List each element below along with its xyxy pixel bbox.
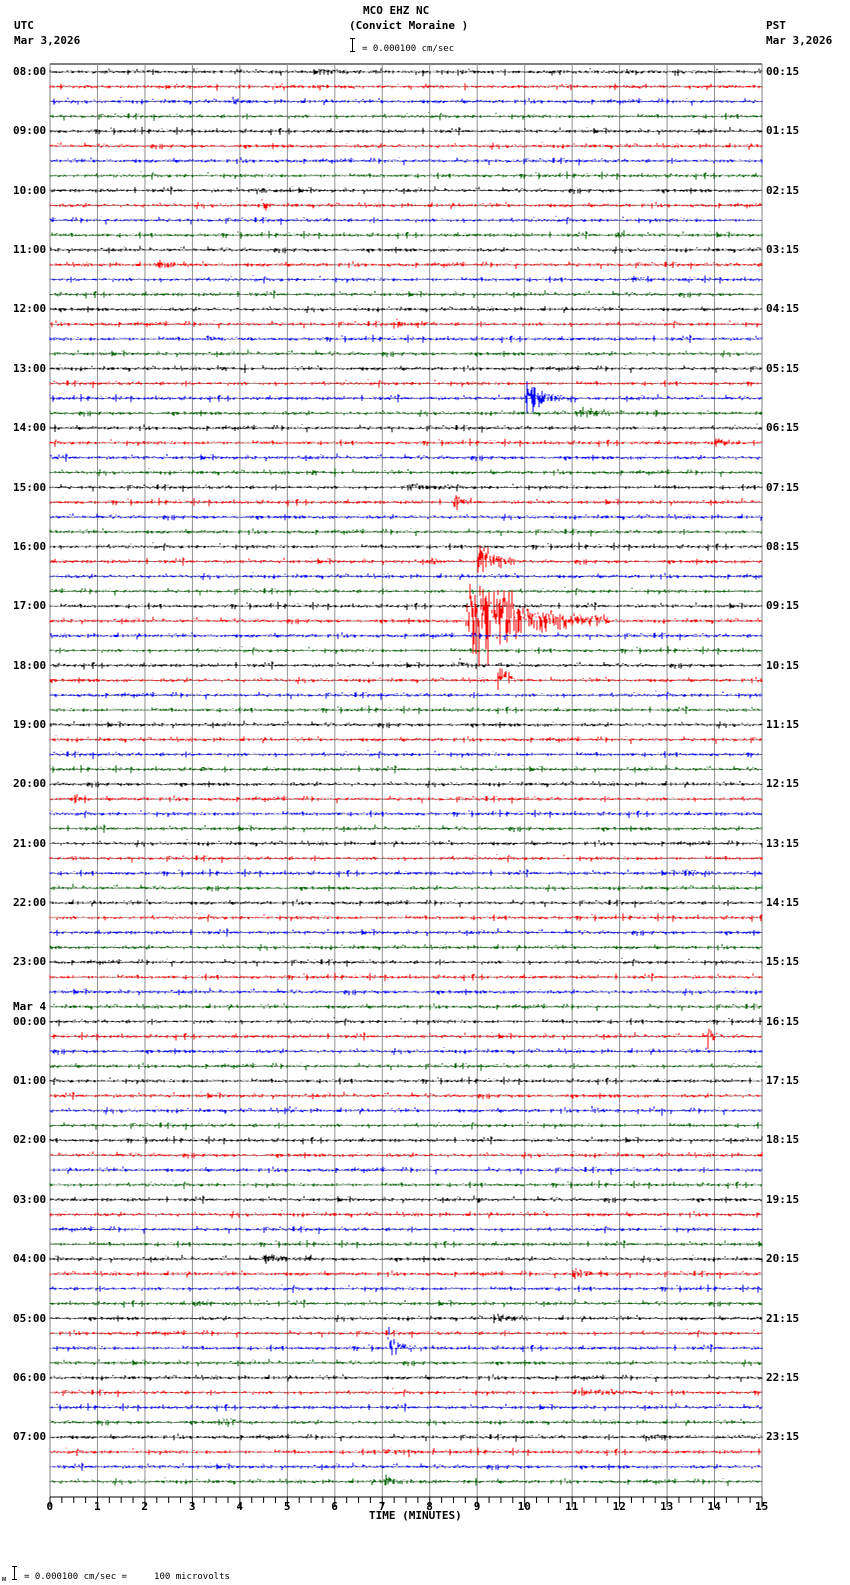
x-tick-label: 4	[236, 1500, 243, 1513]
left-time-label: 21:00	[13, 836, 47, 850]
left-time-label: 10:00	[13, 183, 47, 197]
left-date-label: Mar 4	[13, 999, 47, 1013]
x-axis-title: TIME (MINUTES)	[369, 1509, 462, 1522]
x-tick-label: 12	[612, 1500, 626, 1513]
right-time-label: 13:15	[766, 836, 800, 850]
right-time-label: 04:15	[766, 302, 800, 316]
left-time-label: 02:00	[13, 1133, 47, 1147]
x-tick-label: 7	[378, 1500, 386, 1513]
footer-scale-bar-icon	[12, 1566, 17, 1580]
right-time-label: 16:15	[766, 1014, 800, 1028]
left-time-label: 15:00	[13, 480, 47, 494]
left-time-label: 14:00	[13, 421, 47, 435]
left-time-label: 09:00	[13, 124, 47, 138]
left-time-label: 20:00	[13, 777, 47, 791]
x-tick-label: 1	[93, 1500, 101, 1513]
station-location: (Convict Moraine )	[349, 19, 469, 32]
right-time-label: 01:15	[766, 124, 800, 138]
right-time-label: 12:15	[766, 777, 800, 791]
header-scale-text: = 0.000100 cm/sec	[362, 44, 455, 54]
left-time-label: 23:00	[13, 955, 47, 969]
x-tick-label: 8	[426, 1500, 433, 1513]
footer-scale-text: = 0.000100 cm/sec = 100 microvolts	[24, 1572, 230, 1582]
left-time-label: 11:00	[13, 243, 47, 257]
right-time-label: 17:15	[766, 1074, 800, 1088]
x-tick-label: 11	[565, 1500, 579, 1513]
right-time-label: 22:15	[766, 1370, 800, 1384]
left-date: Mar 3,2026	[14, 34, 81, 47]
right-time-label: 05:15	[766, 361, 800, 375]
right-date: Mar 3,2026	[766, 34, 833, 47]
right-time-label: 08:15	[766, 539, 800, 553]
right-time-label: 00:15	[766, 65, 800, 78]
left-time-label: 22:00	[13, 896, 47, 910]
station-title: MCO EHZ NC	[363, 4, 430, 17]
x-tick-label: 14	[707, 1500, 721, 1513]
x-tick-label: 13	[660, 1500, 674, 1513]
x-tick-label: 2	[141, 1500, 149, 1513]
x-tick-label: 6	[331, 1500, 338, 1513]
x-tick-label: 15	[755, 1500, 769, 1513]
right-time-label: 09:15	[766, 599, 800, 613]
right-time-label: 11:15	[766, 717, 800, 731]
left-time-label: 08:00	[13, 65, 47, 78]
right-time-label: 03:15	[766, 243, 800, 257]
right-time-label: 10:15	[766, 658, 800, 672]
left-time-label: 16:00	[13, 539, 47, 553]
left-time-label: 17:00	[13, 599, 47, 613]
left-time-label: 07:00	[13, 1430, 47, 1444]
right-time-label: 19:15	[766, 1192, 800, 1206]
left-timezone: UTC	[14, 19, 34, 32]
right-time-label: 20:15	[766, 1252, 800, 1266]
left-time-label: 12:00	[13, 302, 47, 316]
right-time-label: 07:15	[766, 480, 800, 494]
left-time-label: 03:00	[13, 1192, 47, 1206]
x-tick-label: 0	[46, 1500, 54, 1513]
right-time-label: 06:15	[766, 421, 800, 435]
right-time-label: 02:15	[766, 183, 800, 197]
left-time-label: 01:00	[13, 1074, 47, 1088]
right-time-label: 15:15	[766, 955, 800, 969]
right-time-label: 21:15	[766, 1311, 800, 1325]
x-tick-label: 10	[517, 1500, 531, 1513]
right-time-label: 14:15	[766, 896, 800, 910]
footer-prefix: ᴍ	[2, 1575, 7, 1583]
x-tick-label: 3	[188, 1500, 196, 1513]
left-time-label: 13:00	[13, 361, 47, 375]
right-time-label: 23:15	[766, 1430, 800, 1444]
left-time-label: 19:00	[13, 717, 47, 731]
scale-bar-icon	[350, 38, 355, 52]
x-tick-label: 9	[473, 1500, 481, 1513]
x-tick-label: 5	[283, 1500, 291, 1513]
left-time-label: 18:00	[13, 658, 47, 672]
left-time-label: 00:00	[13, 1014, 47, 1028]
left-time-label: 05:00	[13, 1311, 47, 1325]
left-time-label: 04:00	[13, 1252, 47, 1266]
right-timezone: PST	[766, 19, 786, 32]
left-time-label: 06:00	[13, 1370, 47, 1384]
right-time-label: 18:15	[766, 1133, 800, 1147]
